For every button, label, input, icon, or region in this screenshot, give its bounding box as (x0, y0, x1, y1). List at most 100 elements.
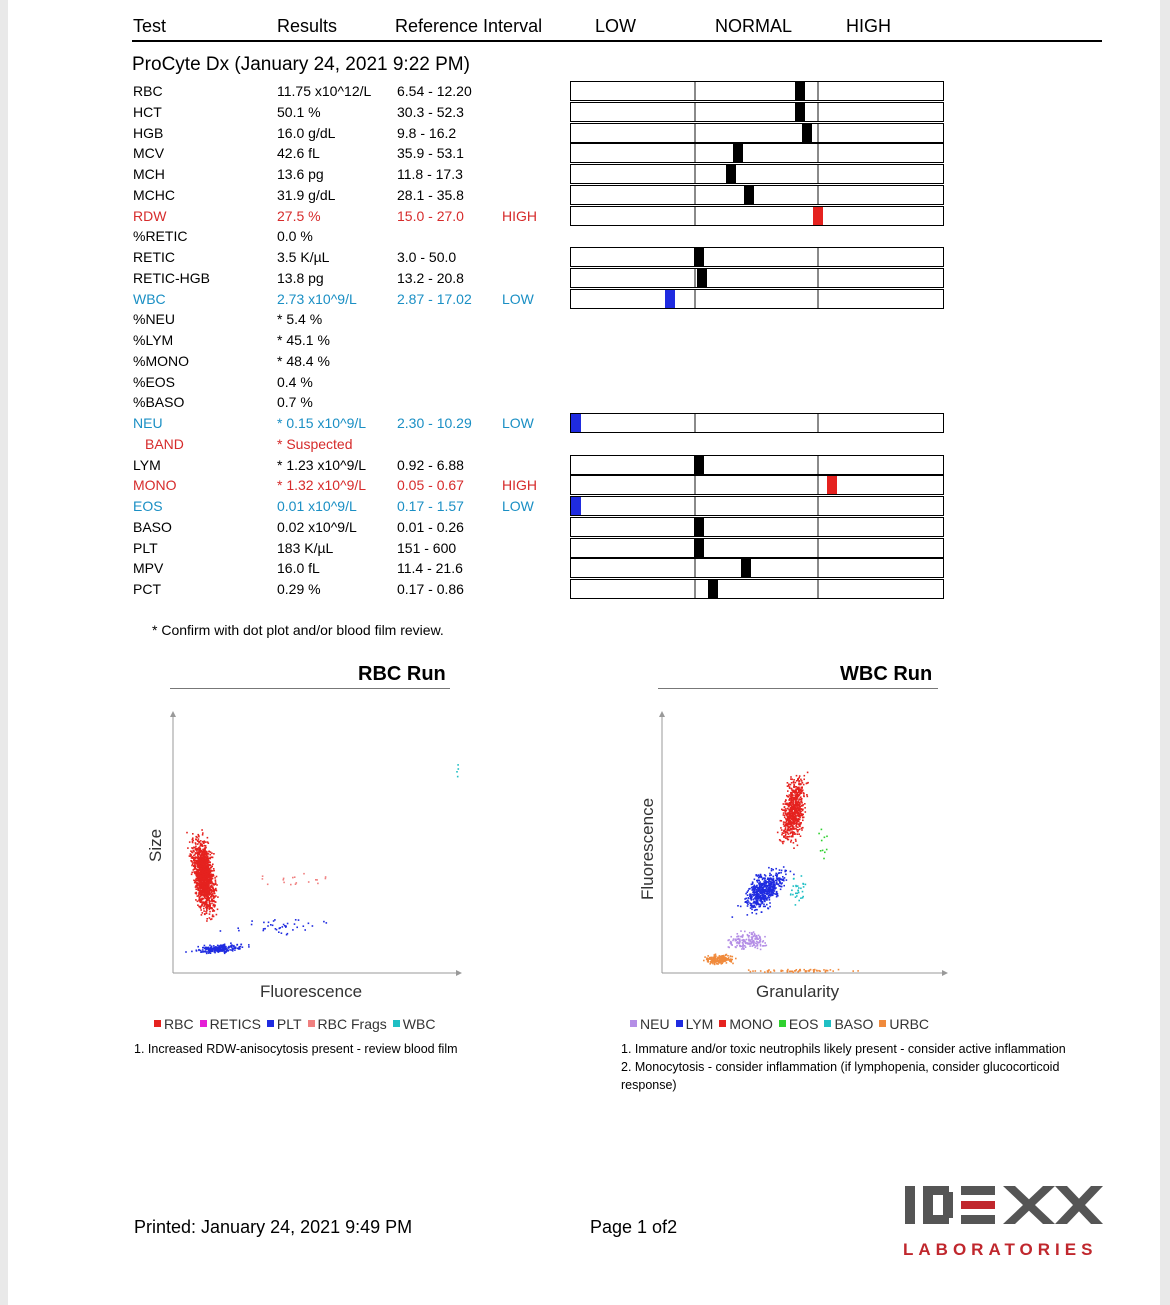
scatter-dot (202, 851, 205, 853)
scatter-dot (755, 896, 757, 898)
scatter-dot (201, 856, 204, 859)
scatter-dot (789, 799, 791, 801)
reference-interval: 151 - 600 (397, 539, 457, 556)
scatter-dot (741, 941, 744, 944)
scatter-dot (192, 865, 195, 868)
scatter-dot (789, 825, 792, 828)
range-divider (693, 82, 696, 100)
scatter-dot (222, 946, 224, 949)
scatter-dot (196, 836, 198, 839)
scatter-dot (198, 892, 200, 894)
scatter-dot (806, 771, 809, 774)
scatter-dot (751, 941, 753, 944)
scatter-dot (751, 933, 753, 935)
scatter-dot (205, 906, 207, 909)
scatter-dot (788, 786, 791, 788)
scatter-dot (205, 860, 208, 862)
range-marker (571, 497, 581, 515)
scatter-dot (772, 892, 774, 894)
scatter-dot (197, 887, 200, 889)
wbc-dot-cloud (703, 771, 859, 974)
scatter-dot (756, 895, 758, 897)
scatter-dot (758, 888, 761, 890)
scatter-dot (206, 901, 208, 903)
scatter-dot (792, 798, 795, 801)
scatter-dot (785, 818, 788, 821)
scatter-dot (196, 868, 198, 871)
scatter-dot (199, 949, 202, 952)
range-divider (817, 82, 820, 100)
scatter-dot (799, 793, 801, 795)
scatter-dot (199, 861, 201, 863)
scatter-dot (200, 873, 203, 875)
scatter-dot (200, 842, 202, 845)
scatter-dot (204, 848, 206, 850)
scatter-dot (797, 779, 799, 781)
scatter-dot (215, 887, 217, 890)
scatter-dot (234, 949, 236, 951)
scatter-dot (200, 840, 202, 842)
scatter-dot (788, 815, 790, 818)
scatter-dot (800, 780, 803, 782)
scatter-dot (200, 857, 203, 859)
scatter-dot (216, 944, 219, 947)
scatter-dot (737, 942, 740, 944)
scatter-dot (789, 816, 792, 818)
scatter-dot (190, 850, 192, 852)
scatter-dot (230, 946, 233, 948)
scatter-dot (208, 881, 210, 884)
scatter-dot (799, 798, 802, 801)
scatter-dot (713, 962, 716, 965)
scatter-dot (789, 806, 792, 809)
result-row: MCHC 31.9 g/dL 28.1 - 35.8 (8, 185, 568, 205)
legend-label: EOS (788, 1016, 819, 1032)
range-divider (817, 414, 820, 432)
scatter-dot (778, 869, 781, 871)
scatter-dot (195, 875, 198, 877)
scatter-dot (776, 894, 778, 896)
scatter-dot (715, 962, 718, 965)
scatter-dot (198, 899, 200, 902)
legend-swatch (199, 1020, 207, 1027)
scatter-dot (786, 814, 788, 817)
scatter-dot (755, 874, 758, 877)
scatter-dot (765, 882, 767, 885)
scatter-dot (761, 883, 764, 885)
scatter-dot (719, 956, 722, 958)
scatter-dot (758, 905, 761, 908)
scatter-dot (211, 865, 213, 868)
range-divider (693, 102, 696, 121)
scatter-dot (800, 875, 803, 877)
scatter-dot (714, 956, 717, 959)
scatter-dot (747, 897, 750, 899)
scatter-dot (758, 883, 761, 886)
scatter-dot (800, 796, 802, 798)
scatter-dot (743, 939, 746, 941)
scatter-dot (789, 796, 792, 798)
scatter-dot (796, 802, 799, 804)
scatter-dot (325, 922, 328, 924)
scatter-dot (195, 893, 198, 895)
scatter-dot (791, 829, 793, 831)
scatter-dot (803, 793, 805, 795)
scatter-dot (205, 862, 207, 865)
scatter-dot (801, 786, 803, 788)
scatter-dot (198, 884, 201, 886)
scatter-dot (798, 794, 801, 796)
scatter-dot (204, 951, 207, 953)
scatter-dot (788, 783, 790, 786)
scatter-dot (209, 888, 211, 891)
scatter-dot (206, 908, 208, 911)
scatter-dot (754, 934, 756, 936)
scatter-dot (206, 853, 208, 855)
scatter-dot (201, 878, 204, 880)
scatter-dot (199, 848, 201, 850)
scatter-dot (785, 822, 787, 825)
scatter-dot (211, 875, 214, 878)
scatter-dot (773, 881, 775, 883)
scatter-dot (799, 835, 802, 837)
scatter-dot (791, 794, 793, 796)
scatter-dot (801, 782, 804, 784)
scatter-dot (212, 889, 215, 891)
scatter-dot (193, 871, 195, 873)
